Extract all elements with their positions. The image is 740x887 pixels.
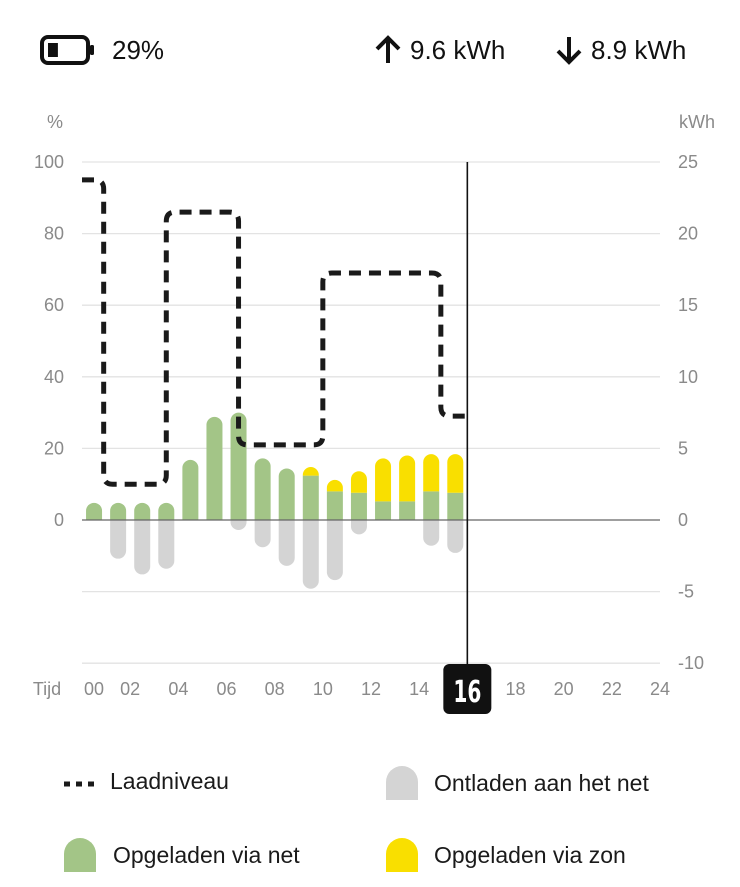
bar-opgeladen-net: [182, 459, 199, 520]
arrow-down-icon: [556, 37, 582, 65]
right-axis-unit: kWh: [679, 112, 715, 132]
dashed-line-swatch: [64, 781, 94, 787]
summary-bar: 29% 9.6 kWh 8.9 kWh: [0, 0, 740, 100]
bar-opgeladen-zon: [302, 467, 319, 476]
legend-opgeladen-zon-label: Opgeladen via zon: [434, 842, 626, 868]
legend-laadniveau-label: Laadniveau: [110, 768, 229, 794]
right-tick-label: -10: [678, 653, 704, 673]
bar-opgeladen-net: [206, 416, 223, 520]
left-tick-label: 60: [44, 295, 64, 315]
right-tick-label: -5: [678, 582, 694, 602]
current-hour-label: 16: [453, 675, 481, 710]
arrow-up-icon: [375, 35, 401, 63]
battery-history-chart: % kWh 100 80 60 40 20 0 25 20 15 10 5 0 -5 -10 Tijd 00 02 0…: [33, 112, 715, 714]
left-tick-label: 0: [54, 510, 64, 530]
right-tick-label: 10: [678, 367, 698, 387]
bar-opgeladen-net: [254, 458, 271, 520]
bar-ontladen: [254, 520, 271, 548]
bar-opgeladen-net: [326, 491, 343, 520]
legend-opgeladen-zon: Opgeladen via zon: [386, 838, 626, 872]
right-tick-label: 5: [678, 438, 688, 458]
bar-ontladen: [447, 520, 464, 553]
bar-ontladen: [326, 520, 343, 581]
legend-ontladen-label: Ontladen aan het net: [434, 770, 649, 796]
x-axis-label: Tijd: [33, 679, 61, 699]
x-tick-label: 00: [84, 679, 104, 699]
charged-total: 9.6 kWh: [374, 34, 505, 66]
battery-level-fill: [48, 43, 58, 57]
battery-icon: [40, 35, 94, 65]
left-tick-label: 80: [44, 224, 64, 244]
battery-percentage: 29%: [112, 35, 165, 65]
legend-laadniveau: Laadniveau: [62, 766, 229, 796]
bar-ontladen: [134, 520, 151, 575]
green-swatch: [64, 838, 96, 872]
bar-opgeladen-zon: [350, 471, 367, 493]
bar-opgeladen-net: [399, 501, 416, 520]
x-tick-label: 10: [313, 679, 333, 699]
bar-opgeladen-zon: [399, 455, 416, 502]
bar-ontladen: [158, 520, 175, 569]
bar-opgeladen-net: [278, 468, 295, 520]
bar-ontladen: [302, 520, 319, 589]
left-tick-label: 40: [44, 367, 64, 387]
bar-opgeladen-net: [134, 502, 151, 520]
left-tick-label: 100: [34, 152, 64, 172]
x-tick-label: 08: [265, 679, 285, 699]
yellow-swatch: [386, 838, 418, 872]
legend-ontladen: Ontladen aan het net: [386, 766, 649, 800]
laadniveau-line: [82, 177, 468, 487]
x-tick-label: 06: [216, 679, 236, 699]
discharged-total: 8.9 kWh: [555, 34, 686, 66]
right-tick-label: 15: [678, 295, 698, 315]
bar-opgeladen-zon: [326, 479, 343, 492]
bar-opgeladen-net: [302, 475, 319, 520]
bar-ontladen: [423, 520, 440, 546]
bar-opgeladen-zon: [447, 454, 464, 493]
bar-opgeladen-zon: [423, 454, 440, 492]
bar-opgeladen-net: [375, 501, 392, 520]
bar-ontladen: [230, 520, 247, 531]
bar-opgeladen-net: [86, 502, 103, 520]
bar-opgeladen-net: [158, 502, 175, 520]
left-tick-label: 20: [44, 438, 64, 458]
bar-ontladen: [350, 520, 367, 535]
right-tick-label: 0: [678, 510, 688, 530]
left-axis-unit: %: [47, 112, 63, 132]
discharged-value: 8.9 kWh: [591, 35, 687, 65]
legend-opgeladen-net-label: Opgeladen via net: [113, 842, 300, 868]
bar-opgeladen-net: [110, 502, 127, 520]
x-tick-label: 22: [602, 679, 622, 699]
x-tick-label: 24: [650, 679, 670, 699]
right-tick-label: 25: [678, 152, 698, 172]
x-tick-label: 20: [554, 679, 574, 699]
x-tick-label: 14: [409, 679, 429, 699]
bar-opgeladen-net: [350, 492, 367, 520]
bar-opgeladen-net: [423, 491, 440, 520]
legend-opgeladen-net: Opgeladen via net: [64, 838, 300, 872]
grey-swatch: [386, 766, 418, 800]
bar-opgeladen-net: [447, 492, 464, 520]
bar-ontladen: [110, 520, 127, 559]
bar-ontladen: [278, 520, 295, 566]
charged-value: 9.6 kWh: [410, 35, 506, 65]
right-tick-label: 20: [678, 224, 698, 244]
x-tick-label: 02: [120, 679, 140, 699]
bar-opgeladen-net: [230, 412, 247, 520]
x-tick-label: 12: [361, 679, 381, 699]
x-tick-label: 04: [168, 679, 188, 699]
bar-opgeladen-zon: [375, 458, 392, 502]
x-tick-label: 18: [505, 679, 525, 699]
current-hour-badge: [443, 664, 492, 714]
